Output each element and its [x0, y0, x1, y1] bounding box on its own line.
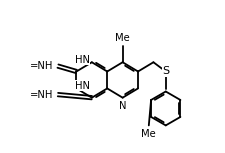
Text: HN: HN — [74, 55, 90, 65]
Text: =NH: =NH — [30, 90, 53, 100]
Text: HN: HN — [74, 81, 90, 91]
Text: Me: Me — [115, 33, 130, 43]
Text: Me: Me — [142, 129, 156, 139]
Text: =NH: =NH — [30, 61, 53, 71]
Text: S: S — [162, 67, 169, 76]
Text: N: N — [119, 101, 126, 111]
